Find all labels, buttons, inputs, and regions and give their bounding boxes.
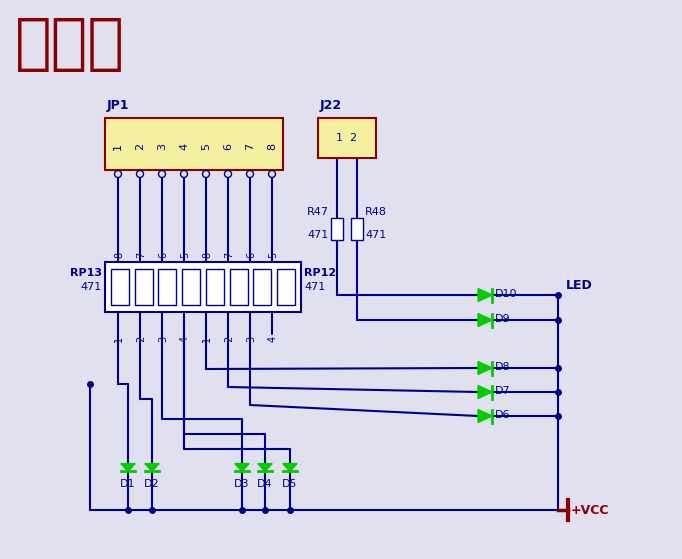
Text: +VCC: +VCC bbox=[571, 505, 610, 518]
Text: JP1: JP1 bbox=[107, 99, 130, 112]
Bar bbox=[110, 269, 129, 305]
Text: 1: 1 bbox=[113, 143, 123, 149]
Polygon shape bbox=[235, 463, 249, 471]
Text: D1: D1 bbox=[120, 479, 136, 489]
Text: D8: D8 bbox=[495, 362, 511, 372]
Bar bbox=[206, 269, 224, 305]
Bar bbox=[158, 269, 177, 305]
Text: 1  2: 1 2 bbox=[336, 133, 357, 143]
Text: 4: 4 bbox=[268, 336, 278, 342]
Polygon shape bbox=[478, 386, 492, 399]
Text: 6: 6 bbox=[246, 252, 256, 258]
Polygon shape bbox=[145, 463, 159, 471]
Text: 7: 7 bbox=[136, 252, 146, 258]
Text: R47: R47 bbox=[307, 207, 329, 217]
Text: 4: 4 bbox=[180, 336, 190, 342]
Text: 6: 6 bbox=[223, 143, 233, 149]
Text: 471: 471 bbox=[80, 282, 102, 292]
Bar bbox=[351, 218, 363, 240]
Text: D9: D9 bbox=[495, 314, 511, 324]
Text: RP13: RP13 bbox=[70, 268, 102, 278]
Text: 8: 8 bbox=[202, 252, 212, 258]
Bar bbox=[318, 118, 376, 158]
Bar bbox=[134, 269, 153, 305]
Text: 471: 471 bbox=[308, 230, 329, 240]
Bar bbox=[105, 118, 283, 170]
Polygon shape bbox=[258, 463, 272, 471]
Text: J22: J22 bbox=[320, 99, 342, 112]
Text: 1: 1 bbox=[114, 336, 124, 342]
Text: 7: 7 bbox=[245, 143, 255, 150]
Text: D6: D6 bbox=[495, 410, 511, 420]
Text: D4: D4 bbox=[257, 479, 273, 489]
Text: 1: 1 bbox=[202, 336, 212, 342]
Text: 8: 8 bbox=[114, 252, 124, 258]
Text: 5: 5 bbox=[180, 252, 190, 258]
Text: 2: 2 bbox=[224, 336, 234, 342]
Text: 交通灯: 交通灯 bbox=[15, 15, 125, 74]
Text: 4: 4 bbox=[179, 143, 189, 150]
Text: RP12: RP12 bbox=[304, 268, 336, 278]
Text: 3: 3 bbox=[158, 336, 168, 342]
Bar bbox=[331, 218, 343, 240]
Text: 3: 3 bbox=[157, 143, 167, 149]
Text: 6: 6 bbox=[158, 252, 168, 258]
Bar bbox=[277, 269, 295, 305]
Polygon shape bbox=[283, 463, 297, 471]
Bar bbox=[105, 262, 301, 312]
Text: 2: 2 bbox=[135, 143, 145, 150]
Polygon shape bbox=[478, 410, 492, 423]
Text: D2: D2 bbox=[144, 479, 160, 489]
Text: 471: 471 bbox=[365, 230, 386, 240]
Polygon shape bbox=[478, 362, 492, 375]
Text: LED: LED bbox=[566, 279, 593, 292]
Text: 3: 3 bbox=[246, 336, 256, 342]
Text: D5: D5 bbox=[282, 479, 298, 489]
Text: D7: D7 bbox=[495, 386, 511, 396]
Bar bbox=[182, 269, 200, 305]
Polygon shape bbox=[478, 314, 492, 326]
Text: D10: D10 bbox=[495, 289, 518, 299]
Text: 7: 7 bbox=[224, 252, 234, 258]
Text: 8: 8 bbox=[267, 143, 277, 150]
Bar bbox=[230, 269, 248, 305]
Bar bbox=[254, 269, 271, 305]
Text: 5: 5 bbox=[201, 143, 211, 149]
Text: 2: 2 bbox=[136, 336, 146, 342]
Text: R48: R48 bbox=[365, 207, 387, 217]
Polygon shape bbox=[478, 288, 492, 301]
Text: 5: 5 bbox=[268, 252, 278, 258]
Text: 471: 471 bbox=[304, 282, 325, 292]
Text: D3: D3 bbox=[234, 479, 250, 489]
Polygon shape bbox=[121, 463, 135, 471]
